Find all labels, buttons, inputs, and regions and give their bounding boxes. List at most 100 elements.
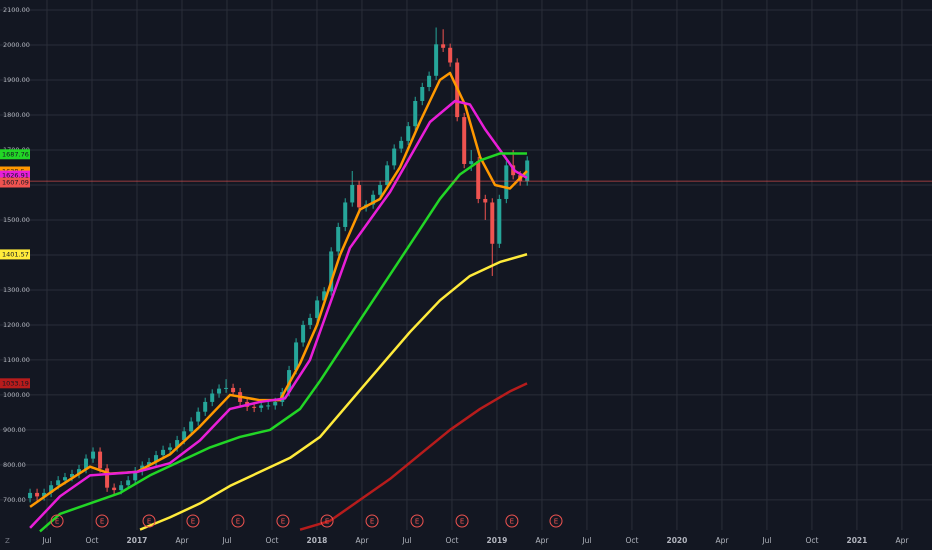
- price-tag-label: 1687.76: [2, 150, 29, 158]
- candle-body: [210, 393, 215, 402]
- event-marker: [365, 514, 379, 528]
- event-marker: [186, 514, 200, 528]
- candle-body: [126, 480, 131, 486]
- candle-body: [42, 492, 47, 497]
- x-tick-label: 2018: [307, 536, 328, 545]
- candle-body: [462, 117, 467, 164]
- candle-body: [525, 160, 530, 182]
- candle-body: [98, 451, 103, 469]
- moving-average-line: [29, 99, 528, 529]
- y-tick-label: 900.00: [3, 426, 26, 434]
- candle-body: [483, 198, 488, 203]
- event-marker: [50, 514, 64, 528]
- candle-body: [259, 405, 264, 408]
- moving-average-line: [39, 152, 528, 533]
- candle-body: [490, 202, 495, 244]
- event-marker: [231, 514, 245, 528]
- event-label: E: [460, 518, 464, 526]
- event-label: E: [236, 518, 240, 526]
- candle-body: [231, 387, 236, 393]
- event-label: E: [55, 518, 59, 526]
- candle-body: [28, 492, 33, 499]
- candle-body: [378, 184, 383, 195]
- event-label: E: [281, 518, 285, 526]
- candle-body: [189, 421, 194, 432]
- x-tick-label: 2021: [847, 536, 868, 545]
- y-tick-label: 1900.00: [3, 76, 30, 84]
- x-tick-label: Apr: [175, 536, 189, 545]
- candle-body: [392, 148, 397, 166]
- candle-body: [315, 300, 320, 318]
- event-marker: [95, 514, 109, 528]
- moving-average-line: [139, 253, 528, 531]
- candle-body: [77, 469, 82, 475]
- candle-body: [203, 401, 208, 412]
- y-tick-label: 2000.00: [3, 41, 30, 49]
- candle-body: [301, 324, 306, 343]
- x-tick-label: Apr: [355, 536, 369, 545]
- candle-body: [434, 44, 439, 76]
- candle-body: [476, 161, 481, 199]
- y-tick-label: 2100.00: [3, 6, 30, 14]
- x-tick-label: Oct: [265, 536, 278, 545]
- event-label: E: [191, 518, 195, 526]
- candle-body: [399, 140, 404, 149]
- candle-body: [119, 485, 124, 491]
- y-tick-label: 1500.00: [3, 216, 30, 224]
- candle-body: [497, 198, 502, 244]
- price-tag: [0, 170, 30, 181]
- event-label: E: [510, 518, 514, 526]
- candle-body: [406, 126, 411, 141]
- candle-body: [266, 405, 271, 407]
- candle-body: [224, 387, 229, 389]
- y-tick-label: 1200.00: [3, 321, 30, 329]
- event-marker: [142, 514, 156, 528]
- y-tick-label: 1800.00: [3, 111, 30, 119]
- price-tag-label: 1401.57: [2, 250, 29, 258]
- candle-body: [371, 194, 376, 205]
- x-tick-label: Jul: [761, 536, 771, 545]
- candle-body: [105, 468, 110, 488]
- moving-average-line: [299, 382, 528, 531]
- event-label: E: [415, 518, 419, 526]
- price-tag: [0, 149, 30, 160]
- candle-body: [217, 388, 222, 394]
- candle-body: [385, 165, 390, 185]
- candle-body: [448, 47, 453, 63]
- event-marker: [505, 514, 519, 528]
- candle-body: [441, 44, 446, 48]
- candle-body: [357, 184, 362, 208]
- event-label: E: [370, 518, 374, 526]
- event-label: E: [100, 518, 104, 526]
- y-tick-label: 800.00: [3, 461, 26, 469]
- x-tick-label: Apr: [535, 536, 549, 545]
- y-tick-label: 1000.00: [3, 391, 30, 399]
- candle-body: [112, 487, 117, 491]
- price-tag: [0, 177, 30, 188]
- x-tick-label: Jul: [401, 536, 411, 545]
- candle-body: [196, 411, 201, 422]
- x-tick-label: Jul: [581, 536, 591, 545]
- candle-body: [56, 480, 61, 486]
- price-tag-label: 1033.19: [2, 379, 29, 387]
- x-tick-label: Jul: [221, 536, 231, 545]
- y-tick-label: 1100.00: [3, 356, 30, 364]
- price-tag-label: 1626.91: [2, 172, 29, 180]
- candle-body: [35, 492, 40, 497]
- candle-body: [469, 161, 474, 164]
- event-marker: [320, 514, 334, 528]
- candle-body: [161, 449, 166, 456]
- candle-body: [175, 440, 180, 448]
- candle-body: [294, 342, 299, 371]
- x-tick-label: 2019: [487, 536, 508, 545]
- y-tick-label: 1300.00: [3, 286, 30, 294]
- candle-body: [308, 317, 313, 325]
- event-label: E: [325, 518, 329, 526]
- event-marker: [549, 514, 563, 528]
- x-tick-label: Oct: [445, 536, 458, 545]
- price-tag: [0, 249, 30, 260]
- event-marker: [276, 514, 290, 528]
